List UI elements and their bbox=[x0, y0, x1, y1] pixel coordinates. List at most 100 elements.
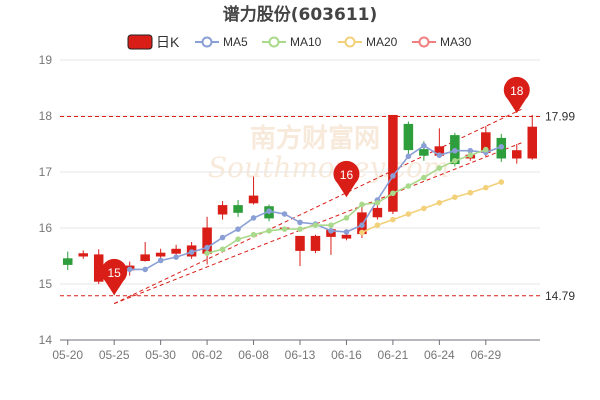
legend-label: MA5 bbox=[223, 35, 248, 49]
ma20-point bbox=[436, 200, 443, 206]
ma10-point bbox=[421, 174, 427, 181]
y-tick-label: 14 bbox=[39, 333, 53, 347]
ma10-point bbox=[374, 200, 381, 206]
ma10-point bbox=[204, 250, 210, 256]
x-tick-label: 05-30 bbox=[145, 348, 176, 362]
ma20-point bbox=[452, 194, 458, 200]
marker-label: 15 bbox=[108, 266, 122, 280]
candle-body bbox=[93, 254, 104, 282]
x-axis: 05-20 05-25 05-30 06-02 06-08 06-13 06-16 06-21… bbox=[52, 339, 540, 362]
ma5-point bbox=[266, 208, 272, 214]
ma10-point bbox=[328, 222, 334, 228]
candle-body bbox=[171, 248, 181, 254]
ma5-point bbox=[142, 266, 148, 273]
ma5-point bbox=[467, 147, 474, 154]
legend-label: MA20 bbox=[366, 35, 398, 49]
ma20-point bbox=[421, 205, 427, 212]
ma10-point bbox=[250, 231, 257, 238]
candle-body bbox=[78, 253, 88, 257]
moving-averages bbox=[126, 142, 505, 273]
ma10-point bbox=[266, 228, 272, 234]
ma5-point bbox=[343, 229, 350, 235]
ma20-point bbox=[390, 216, 396, 223]
ma20-point bbox=[405, 211, 412, 217]
candle-body bbox=[341, 234, 352, 239]
legend-label: 日K bbox=[156, 34, 180, 50]
ma10-point bbox=[405, 183, 412, 189]
ma20-point bbox=[374, 222, 381, 228]
candle-body bbox=[62, 258, 73, 265]
y-tick-label: 17 bbox=[39, 165, 53, 179]
ma5-point bbox=[204, 244, 210, 251]
ma10-point bbox=[297, 226, 303, 232]
ma5-point bbox=[126, 266, 133, 273]
legend-label: MA30 bbox=[440, 35, 472, 49]
legend-label: MA10 bbox=[290, 35, 322, 49]
y-tick-label: 18 bbox=[39, 109, 53, 123]
ma5-point bbox=[173, 254, 179, 260]
ma10-point bbox=[359, 201, 365, 208]
ma10-point bbox=[235, 236, 241, 242]
x-tick-label: 06-02 bbox=[192, 348, 223, 362]
ma5-point bbox=[188, 249, 195, 255]
candle-body bbox=[140, 254, 150, 261]
candle-body bbox=[217, 205, 228, 215]
legend-marker bbox=[268, 36, 280, 48]
ma5-point bbox=[297, 219, 303, 226]
ma5-point bbox=[405, 153, 412, 160]
y-tick-label: 15 bbox=[39, 277, 53, 291]
reference-label: 17.99 bbox=[545, 110, 575, 124]
ma20-line bbox=[361, 181, 502, 234]
ma10-point bbox=[436, 165, 443, 171]
watermark-cn: 南方财富网 bbox=[250, 123, 380, 154]
y-tick-label: 19 bbox=[39, 53, 53, 67]
x-tick-label: 06-21 bbox=[378, 348, 409, 362]
legend-marker bbox=[201, 36, 213, 48]
candle-body bbox=[403, 123, 414, 151]
trend-line-upper bbox=[113, 108, 522, 305]
markers: 18 16 15 bbox=[101, 76, 530, 296]
candle-body bbox=[233, 205, 243, 213]
legend-candle-swatch bbox=[127, 34, 153, 50]
y-tick-label: 16 bbox=[39, 221, 53, 235]
candle-body bbox=[419, 149, 429, 156]
grid bbox=[60, 59, 540, 341]
ma5-point bbox=[250, 215, 257, 221]
x-tick-label: 06-24 bbox=[424, 348, 455, 362]
ma10-point bbox=[312, 222, 319, 228]
ma5-point bbox=[452, 147, 458, 154]
ma10-point bbox=[281, 226, 288, 232]
ma10-point bbox=[343, 215, 350, 221]
legend: 日K MA5 MA10 MA20 MA30 bbox=[127, 34, 472, 50]
candle-body bbox=[248, 195, 259, 204]
ma5-point bbox=[421, 142, 427, 149]
ma5-point bbox=[390, 173, 396, 179]
reference-label: 14.79 bbox=[545, 289, 575, 303]
marker-pin bbox=[503, 76, 530, 114]
candle-body bbox=[295, 235, 305, 251]
ma5-point bbox=[359, 222, 365, 228]
candle-body bbox=[372, 207, 383, 218]
ma5-point bbox=[281, 211, 288, 217]
x-tick-label: 06-13 bbox=[285, 348, 316, 362]
legend-marker bbox=[344, 36, 356, 48]
x-tick-label: 06-29 bbox=[470, 348, 501, 362]
chart-title: 谱力股份(603611) bbox=[223, 4, 378, 25]
ma10-point bbox=[219, 246, 226, 253]
ma5-point bbox=[157, 257, 164, 264]
ma20-point bbox=[483, 184, 489, 191]
x-tick-label: 06-16 bbox=[331, 348, 362, 362]
legend-marker bbox=[418, 36, 430, 48]
ma20-point bbox=[498, 179, 505, 185]
x-tick-label: 06-08 bbox=[238, 348, 269, 362]
marker-label: 16 bbox=[340, 168, 354, 182]
candle-body bbox=[512, 150, 522, 159]
ma5-point bbox=[436, 152, 443, 158]
ma10-point bbox=[483, 146, 489, 153]
y-axis: 14 15 16 17 18 19 bbox=[39, 53, 53, 347]
x-tick-label: 05-20 bbox=[52, 348, 83, 362]
marker-pin bbox=[101, 258, 128, 296]
ma5-point bbox=[219, 234, 226, 241]
marker-label: 18 bbox=[510, 84, 524, 98]
